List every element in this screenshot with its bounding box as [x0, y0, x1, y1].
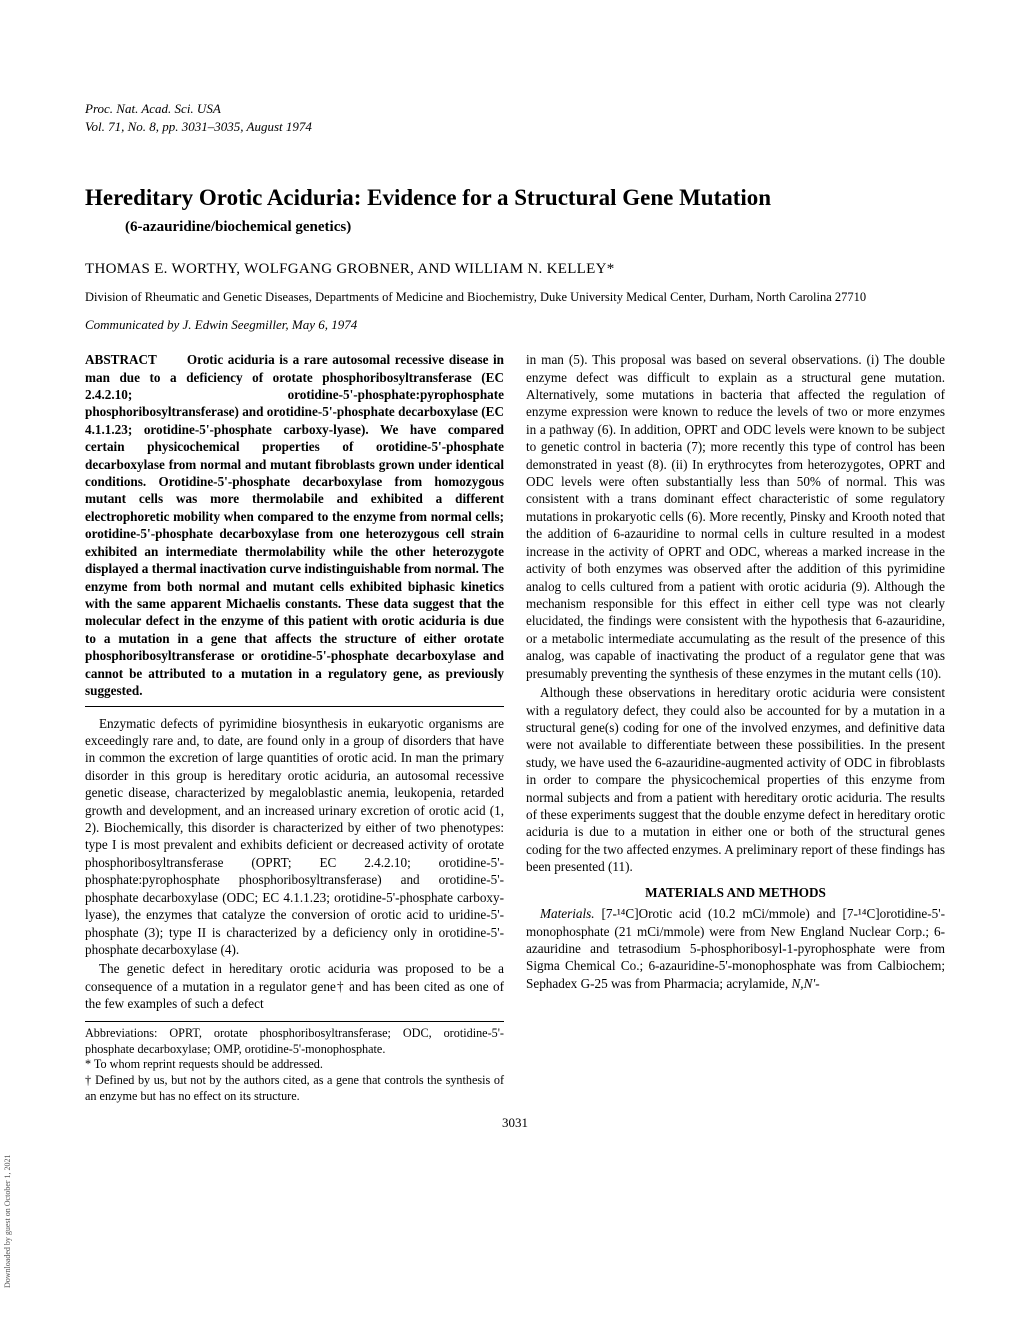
materials-label: Materials.: [540, 906, 595, 921]
abbreviations: Abbreviations: OPRT, orotate phosphoribo…: [85, 1026, 504, 1058]
page-number: 3031: [85, 1115, 945, 1131]
abstract-block: ABSTRACTOrotic aciduria is a rare autoso…: [85, 351, 504, 706]
abstract-text: Orotic aciduria is a rare autosomal rece…: [85, 352, 504, 698]
body-columns: ABSTRACTOrotic aciduria is a rare autoso…: [85, 351, 945, 1105]
journal-line2: Vol. 71, No. 8, pp. 3031–3035, August 19…: [85, 118, 945, 136]
article-subtitle: (6-azauridine/biochemical genetics): [125, 219, 945, 236]
authors: THOMAS E. WORTHY, WOLFGANG GROBNER, AND …: [85, 261, 945, 278]
materials-paragraph-1: Materials. [7-¹⁴C]Orotic acid (10.2 mCi/…: [526, 905, 945, 992]
materials-methods-heading: MATERIALS AND METHODS: [526, 884, 945, 901]
footnote-star: * To whom reprint requests should be add…: [85, 1057, 504, 1073]
intro-paragraph-1: Enzymatic defects of pyrimidine biosynth…: [85, 715, 504, 959]
abstract-label: ABSTRACT: [85, 352, 157, 367]
affiliation: Division of Rheumatic and Genetic Diseas…: [85, 290, 945, 305]
journal-line1: Proc. Nat. Acad. Sci. USA: [85, 100, 945, 118]
intro-paragraph-2: The genetic defect in hereditary orotic …: [85, 960, 504, 1012]
footnote-dagger: † Defined by us, but not by the authors …: [85, 1073, 504, 1105]
download-sidebar-text: Downloaded by guest on October 1, 2021: [3, 1154, 12, 1288]
journal-header: Proc. Nat. Acad. Sci. USA Vol. 71, No. 8…: [85, 100, 945, 135]
communicated-by: Communicated by J. Edwin Seegmiller, May…: [85, 317, 945, 333]
col2-paragraph-2: Although these observations in hereditar…: [526, 684, 945, 876]
col2-paragraph-1: in man (5). This proposal was based on s…: [526, 351, 945, 682]
footnote-separator: [85, 1021, 504, 1022]
left-column: ABSTRACTOrotic aciduria is a rare autoso…: [85, 351, 504, 1105]
right-column: in man (5). This proposal was based on s…: [526, 351, 945, 1105]
article-title: Hereditary Orotic Aciduria: Evidence for…: [85, 185, 945, 211]
